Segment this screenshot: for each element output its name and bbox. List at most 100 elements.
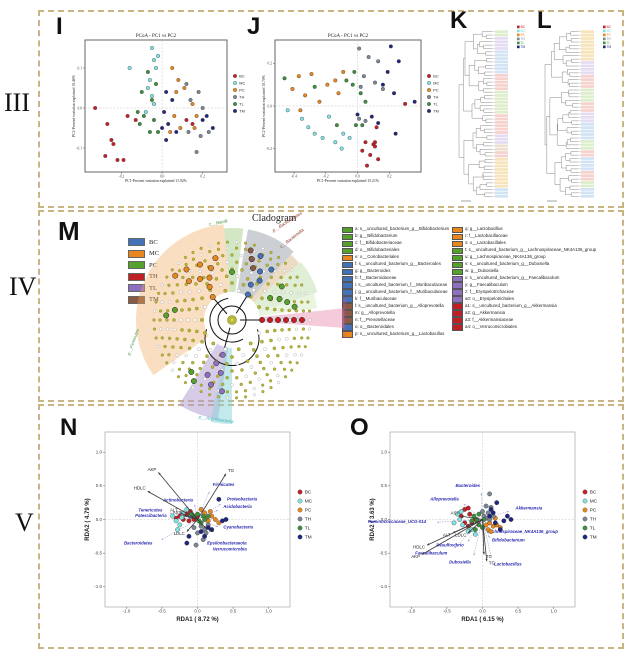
taxa-label: c: f__Bifidobacteriaceae	[355, 240, 402, 246]
svg-text:PC1-Percent variation explaine: PC1-Percent variation explained 11.92%	[125, 179, 188, 183]
taxa-swatch	[342, 331, 353, 338]
svg-text:0.0: 0.0	[355, 175, 360, 179]
taxa-swatch	[452, 261, 463, 268]
taxa-swatch	[452, 317, 463, 324]
legend-label: TM	[149, 296, 159, 303]
taxa-label: f: s__uncultured_bacterium_g__Bacteroide…	[355, 261, 441, 267]
svg-text:-0.4: -0.4	[291, 175, 297, 179]
svg-text:TH: TH	[590, 516, 597, 522]
svg-text:0.5: 0.5	[230, 609, 237, 614]
svg-text:p__Verrucomicrobia: p__Verrucomicrobia	[342, 298, 347, 339]
svg-text:Lactobacillus: Lactobacillus	[494, 561, 522, 566]
taxa-swatch	[452, 247, 463, 254]
svg-text:-0.2: -0.2	[119, 175, 125, 179]
svg-text:Akkermansia: Akkermansia	[515, 505, 543, 510]
taxa-legend-item: v: s__uncultured_bacterium_g__Dubosiella	[452, 261, 596, 268]
legend-swatch	[128, 272, 145, 281]
rda-plot-N: -1.0 -0.5 0.0 0.5 1.0 -1.0 -0.5 0.0 0.5 1.0 RDA1 (…	[85, 431, 313, 623]
taxa-label: a: s__uncultured_bacterium_g__Bifidobact…	[355, 226, 450, 232]
svg-text:PCoA - PC1 vs PC2: PCoA - PC1 vs PC2	[136, 34, 177, 39]
svg-text:Epsilonbacteraeota: Epsilonbacteraeota	[207, 540, 247, 545]
svg-text:TH: TH	[607, 37, 612, 41]
taxa-legend-item: x: s__uncultured_bacterium_g__Faecalibac…	[452, 275, 596, 282]
section-numeral-iv: IV	[9, 272, 37, 301]
pcoa-plot-I: -0.2 0.0 0.2 -0.1 0.0 0.1 PCoA - PC1 vs PC2 PC1…	[72, 34, 245, 183]
taxa-swatch	[342, 303, 353, 310]
svg-text:1.0: 1.0	[266, 609, 273, 614]
taxa-swatch	[342, 268, 353, 275]
svg-text:1.0: 1.0	[96, 449, 103, 454]
svg-text:0.0: 0.0	[194, 609, 201, 614]
svg-text:TL: TL	[305, 525, 311, 531]
panel-letter-n: N	[60, 414, 78, 441]
taxa-label: e: o__Coriobacteriales	[355, 254, 399, 260]
svg-text:AST: AST	[451, 511, 460, 516]
svg-text:LDLC: LDLC	[455, 532, 466, 537]
legend-swatch	[128, 261, 145, 269]
svg-text:0.0: 0.0	[96, 517, 103, 522]
svg-text:RDA2 ( 3.63 %): RDA2 ( 3.63 %)	[370, 498, 376, 540]
series-TM	[184, 496, 229, 546]
svg-text:TC: TC	[486, 554, 492, 559]
cladogram-taxa-legend-right: q: g__Lactobacillus r: f__Lactobacillacea…	[452, 227, 596, 331]
taxa-swatch	[342, 317, 353, 324]
svg-text:Bacteroidetes: Bacteroidetes	[124, 540, 153, 545]
svg-text:TM: TM	[433, 109, 438, 113]
svg-text:PCoA - PC1 vs PC2: PCoA - PC1 vs PC2	[328, 34, 369, 39]
svg-text:TG: TG	[489, 561, 496, 566]
taxa-legend-item: k: f__Muribaculaceae	[342, 296, 449, 303]
taxa-legend-item: t: s__uncultured_bacterium_g__Lachnospir…	[452, 247, 596, 254]
svg-text:0.2: 0.2	[200, 175, 205, 179]
legend-label: TL	[149, 284, 157, 292]
taxa-label: d: o__Bifidobacteriales	[355, 247, 400, 253]
taxa-swatch	[452, 289, 463, 296]
group-legend: BC MC PC TH TL TM	[233, 74, 245, 113]
svg-text:BC: BC	[433, 74, 439, 78]
svg-text:0.1: 0.1	[78, 66, 83, 70]
taxa-legend-item: g: g__Bacteroides	[342, 268, 449, 275]
svg-text:Bacteroides: Bacteroides	[455, 483, 480, 488]
svg-text:0.0: 0.0	[479, 609, 486, 614]
taxa-legend-item: a: s__uncultured_bacterium_g__Bifidobact…	[342, 226, 450, 233]
taxa-label: a0: o__Erysipelotrichales	[465, 296, 515, 302]
svg-text:0.0: 0.0	[160, 175, 165, 179]
taxa-label: x: s__uncultured_bacterium_g__Faecalibac…	[465, 275, 560, 281]
series-TM	[160, 90, 215, 142]
svg-text:MC: MC	[521, 29, 527, 33]
section-numeral-iii: III	[4, 88, 30, 117]
legend-swatch	[128, 284, 145, 292]
taxa-label: u: g__Lachnospiraceae_NK4A136_group	[465, 254, 546, 260]
taxa-label: a1: s__uncultured_bacterium_g__Akkermans…	[465, 303, 557, 309]
svg-text:0.5: 0.5	[381, 483, 388, 488]
taxa-legend-item: f: s__uncultured_bacterium_g__Bacteroide…	[342, 261, 449, 268]
svg-text:1.0: 1.0	[551, 609, 558, 614]
taxa-legend-item: j: g__uncultured_bacterium_f__Muribacula…	[342, 289, 449, 296]
taxa-swatch	[342, 233, 353, 240]
panel-letter-m: M	[58, 216, 80, 246]
taxa-swatch	[452, 268, 463, 275]
series-BC	[93, 106, 195, 162]
svg-text:MC: MC	[239, 81, 245, 85]
taxa-swatch	[342, 275, 353, 282]
series-TH	[191, 522, 211, 548]
series-TL	[135, 70, 161, 134]
svg-text:Proteobacteria: Proteobacteria	[227, 497, 258, 502]
legend-label: BC	[149, 238, 158, 246]
legend-swatch	[128, 295, 145, 304]
svg-text:Desulfovibrio: Desulfovibrio	[436, 542, 464, 547]
svg-text:-0.5: -0.5	[94, 550, 102, 555]
svg-text:0.5: 0.5	[515, 609, 522, 614]
taxa-legend-item: e: o__Coriobacteriales	[342, 254, 449, 261]
taxa-label: m: g__Alloprevotella	[355, 310, 395, 316]
svg-text:-0.5: -0.5	[379, 550, 387, 555]
taxa-label: r: f__Lactobacillaceae	[465, 233, 508, 239]
svg-text:BC: BC	[239, 74, 245, 78]
taxa-label: v: s__uncultured_bacterium_g__Dubosiella	[465, 261, 550, 267]
taxa-swatch	[342, 282, 353, 289]
series-BC	[360, 101, 408, 168]
svg-text:Patescibacteria: Patescibacteria	[135, 513, 167, 518]
taxa-legend-item: w: g__Dubosiella	[452, 268, 596, 275]
svg-text:-1.0: -1.0	[122, 609, 130, 614]
panel-letter-i: I	[56, 13, 63, 40]
svg-text:BC: BC	[590, 489, 597, 495]
